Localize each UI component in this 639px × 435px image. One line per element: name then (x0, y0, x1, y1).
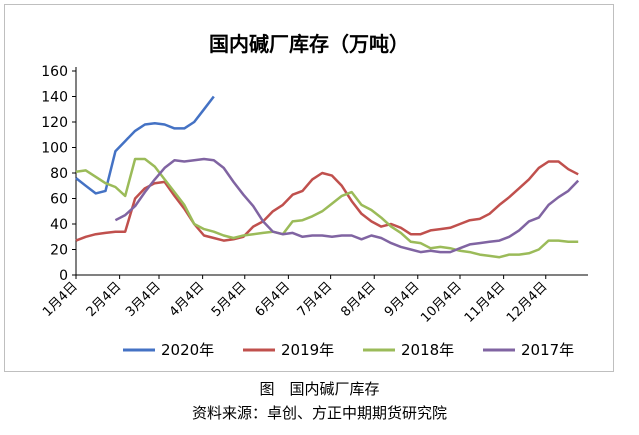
y-tick-label: 120 (41, 115, 68, 131)
figure-caption: 图 国内碱厂库存 (259, 380, 380, 398)
series-line-2 (75, 160, 579, 242)
x-tick-label: 2月4日 (84, 279, 125, 320)
x-tick-label: 12月4日 (504, 279, 551, 326)
series-line-1 (75, 95, 215, 195)
y-tick-label: 80 (50, 166, 68, 182)
y-tick-label: 60 (50, 192, 68, 208)
axes (75, 67, 588, 276)
legend-label: 2020年 (161, 341, 214, 359)
x-tick-label: 1月4日 (40, 279, 81, 320)
y-tick-label: 140 (41, 90, 68, 106)
x-tick-label: 4月4日 (167, 279, 208, 320)
x-tick-label: 7月4日 (295, 279, 336, 320)
figure-source: 资料来源：卓创、方正中期期货研究院 (191, 404, 447, 422)
x-tick-label: 11月4日 (462, 279, 509, 326)
y-tick-label: 100 (41, 141, 68, 157)
chart-title: 国内碱厂库存（万吨） (209, 32, 409, 56)
x-tick-label: 5月4日 (209, 279, 250, 320)
x-tick-label: 9月4日 (382, 279, 423, 320)
x-tick-label: 8月4日 (338, 279, 379, 320)
y-axis-ticks: 0 20 40 60 80 100 120 140 160 (41, 64, 76, 284)
line-chart: 国内碱厂库存（万吨） 0 20 40 60 80 100 120 140 160 1月4日 2月4… (40, 32, 588, 359)
legend-label: 2019年 (281, 341, 334, 359)
y-tick-label: 40 (50, 217, 68, 233)
chart-frame: 国内碱厂库存（万吨） 0 20 40 60 80 100 120 140 160 1月4日 2月4… (4, 4, 614, 372)
x-tick-label: 6月4日 (253, 279, 294, 320)
x-tick-label: 3月4日 (123, 279, 164, 320)
y-tick-label: 0 (59, 268, 68, 284)
y-tick-label: 160 (41, 64, 68, 80)
x-tick-label: 10月4日 (418, 279, 465, 326)
legend-label: 2018年 (401, 341, 454, 359)
series-layer (75, 95, 580, 259)
legend: 2020年 2019年 2018年 2017年 (123, 341, 574, 359)
y-tick-label: 20 (50, 243, 68, 259)
series-line-4 (114, 157, 580, 254)
legend-label: 2017年 (521, 341, 574, 359)
